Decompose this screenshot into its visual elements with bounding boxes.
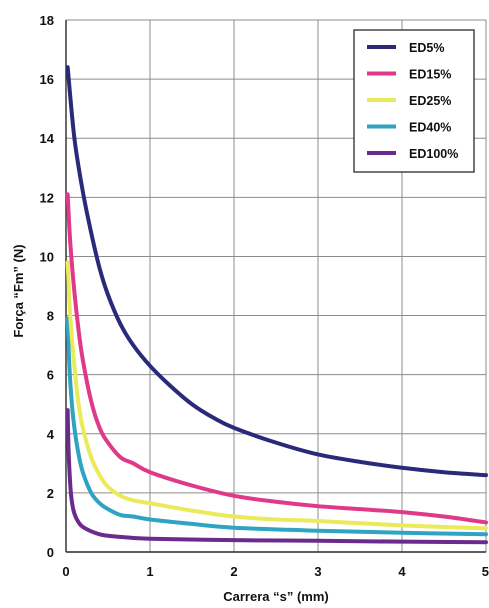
y-tick-label: 6 <box>47 368 54 383</box>
series-line-ed25 <box>65 260 488 531</box>
series-lines <box>65 65 488 545</box>
y-axis-label: Força “Fm” (N) <box>11 244 26 337</box>
x-tick-label: 1 <box>146 564 153 579</box>
x-axis-label: Carrera “s” (mm) <box>223 589 329 604</box>
axes <box>65 20 486 553</box>
legend-label-ed100: ED100% <box>409 147 458 161</box>
series-line-ed40 <box>65 316 488 537</box>
x-tick-label: 3 <box>314 564 321 579</box>
y-tick-label: 12 <box>40 190 54 205</box>
x-tick-label: 4 <box>398 564 406 579</box>
y-tick-label: 16 <box>40 72 54 87</box>
x-tick-label: 2 <box>230 564 237 579</box>
y-tick-label: 14 <box>40 131 55 146</box>
series-line-ed15 <box>65 192 488 525</box>
legend-label-ed15: ED15% <box>409 68 451 82</box>
legend-items: ED5% ED15% ED25% ED40% ED100% <box>367 41 458 161</box>
y-tick-label: 10 <box>40 249 54 264</box>
series-line-ed100 <box>65 408 488 545</box>
legend-label-ed25: ED25% <box>409 94 451 108</box>
y-tick-label: 8 <box>47 309 54 324</box>
y-tick-label: 0 <box>47 545 54 560</box>
x-tick-label: 5 <box>482 564 489 579</box>
y-tick-label: 18 <box>40 13 54 28</box>
y-tick-label: 4 <box>47 427 55 442</box>
legend: ED5% ED15% ED25% ED40% ED100% <box>353 29 475 173</box>
y-tick-label: 2 <box>47 486 54 501</box>
x-tick-label: 0 <box>62 564 69 579</box>
legend-label-ed5: ED5% <box>409 41 444 55</box>
series-line-ed5 <box>65 65 488 478</box>
legend-label-ed40: ED40% <box>409 121 451 135</box>
